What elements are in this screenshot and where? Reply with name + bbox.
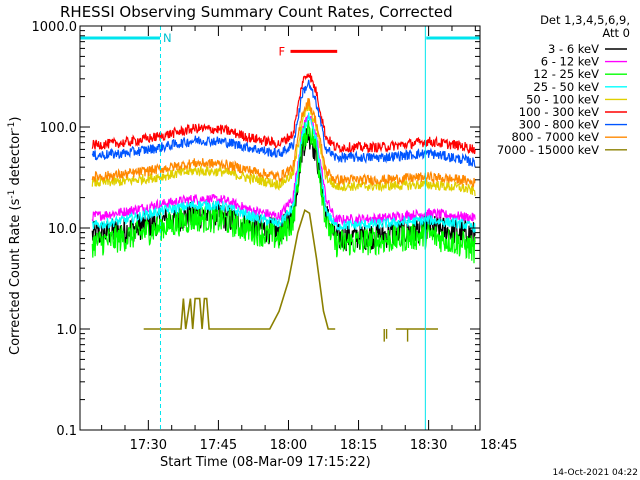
legend-header-line2: Att 0 [602, 26, 630, 40]
series-line [143, 208, 336, 330]
legend-label: 12 - 25 keV [533, 67, 599, 81]
legend-label: 6 - 12 keV [541, 55, 599, 69]
legend-label: 800 - 7000 keV [511, 130, 599, 144]
series-line [91, 103, 476, 196]
legend-label: 7000 - 15000 keV [497, 143, 599, 157]
night-bars: N [80, 31, 480, 45]
flare-bar: F [278, 44, 338, 58]
series-line [91, 98, 476, 189]
x-axis-label: Start Time (08-Mar-09 17:15:22) [160, 455, 371, 470]
axes: 1000.0 100.0 10.0 1.0 0.1 17:30 17:45 18:00 18:1… [32, 20, 518, 453]
legend-label: 50 - 100 keV [526, 92, 599, 106]
y-tick-label: 100.0 [40, 121, 77, 136]
legend-label: 300 - 800 keV [519, 118, 599, 132]
legend-label: 3 - 6 keV [548, 42, 599, 56]
y-tick-label: 1.0 [56, 323, 77, 338]
x-tick-label: 17:30 [130, 438, 167, 453]
x-tick-label: 17:45 [200, 438, 237, 453]
flare-bar-label: F [278, 44, 285, 58]
timestamp: 14-Oct-2021 04:22 [553, 468, 638, 478]
y-axis-label: Corrected Count Rate (s-1 detector-1) [7, 117, 23, 355]
y-tick-label: 1000.0 [32, 20, 78, 35]
legend-label: 25 - 50 keV [533, 80, 599, 94]
series-line [91, 119, 476, 264]
legend-header-line1: Det 1,3,4,5,6,9, [540, 13, 630, 27]
series-line [91, 73, 476, 155]
x-tick-label: 18:30 [410, 438, 447, 453]
series-lines [91, 73, 476, 342]
chart-title: RHESSI Observing Summary Count Rates, Co… [60, 3, 453, 21]
y-tick-label: 10.0 [48, 222, 77, 237]
series-line [91, 79, 476, 168]
legend-label: 100 - 300 keV [519, 105, 599, 119]
y-tick-label: 0.1 [56, 424, 77, 439]
x-tick-label: 18:00 [270, 438, 307, 453]
series-line [91, 112, 476, 233]
x-tick-label: 18:45 [480, 438, 517, 453]
x-tick-label: 18:15 [340, 438, 377, 453]
night-bar-label: N [163, 31, 172, 45]
